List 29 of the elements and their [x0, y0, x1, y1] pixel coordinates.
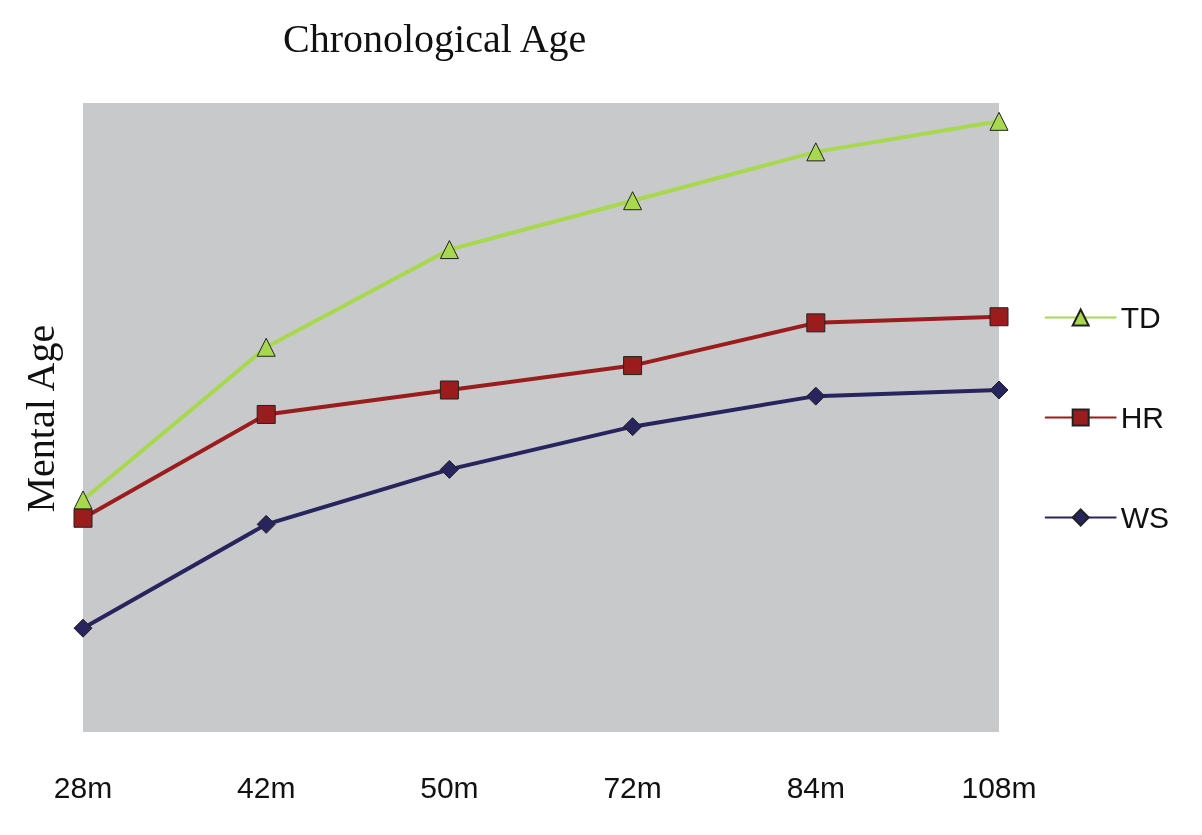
- point: [623, 191, 643, 211]
- chart-title: Chronological Age: [283, 15, 587, 61]
- point: [256, 337, 276, 357]
- point: [806, 386, 826, 406]
- point: [439, 240, 459, 260]
- point: [256, 404, 276, 424]
- point: [623, 417, 643, 437]
- point: [806, 313, 826, 333]
- legend-label: WS: [1120, 501, 1169, 534]
- point: [439, 459, 459, 479]
- point: [73, 618, 93, 638]
- x-tick-label: 28m: [53, 770, 113, 804]
- point: [989, 111, 1009, 131]
- point: [73, 508, 93, 528]
- point: [989, 307, 1009, 327]
- x-tick-label: 42m: [237, 770, 296, 804]
- x-tick-label: 72m: [603, 770, 662, 804]
- point: [806, 142, 826, 162]
- legend-label: TD: [1120, 301, 1161, 334]
- legend-label: HR: [1120, 401, 1165, 434]
- point: [623, 356, 643, 376]
- point: [989, 380, 1009, 400]
- x-tick-label: 50m: [420, 770, 479, 804]
- x-tick-label: 84m: [786, 770, 845, 804]
- y-axis-title: Mental Age: [17, 324, 63, 513]
- point: [439, 380, 459, 400]
- x-tick-label: 108m: [961, 770, 1037, 804]
- point: [256, 514, 276, 534]
- point: [73, 490, 93, 510]
